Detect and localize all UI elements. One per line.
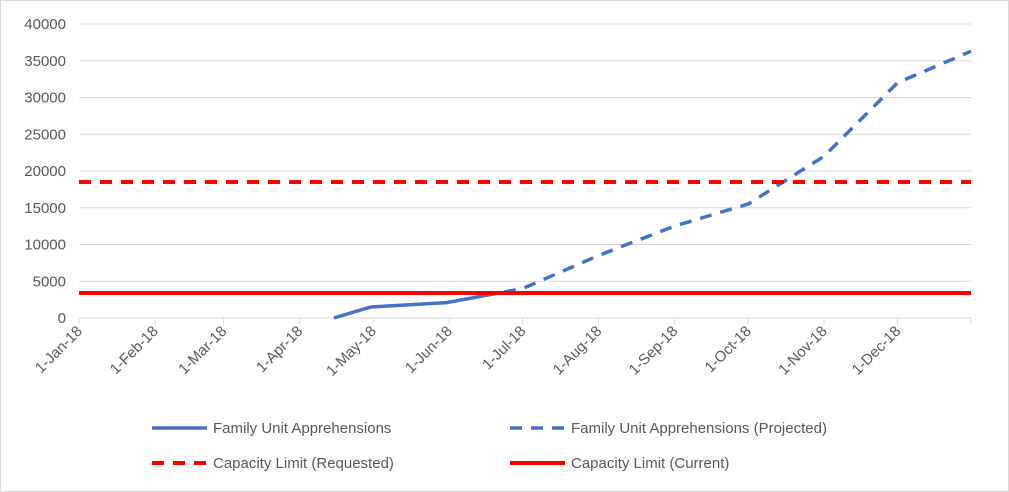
x-tick-label: 1-Aug-18 — [550, 323, 606, 379]
legend-item-family-unit-apprehensions-projected: Family Unit Apprehensions (Projected) — [510, 420, 827, 437]
x-tick-label: 1-May-18 — [323, 323, 380, 380]
legend-item-family-unit-apprehensions: Family Unit Apprehensions — [152, 420, 391, 437]
series-line-family-unit-apprehensions-projected — [482, 49, 972, 298]
x-axis-ticks: 1-Jan-18 1-Feb-18 1-Mar-18 1-Apr-18 1-May-18… — [32, 318, 972, 380]
y-tick-label: 30000 — [24, 90, 66, 107]
y-tick-label: 15000 — [24, 200, 66, 217]
legend-label: Capacity Limit (Requested) — [213, 455, 394, 472]
x-tick-label: 1-Mar-18 — [175, 323, 230, 378]
gridlines — [79, 23, 971, 282]
x-tick-label: 1-Oct-18 — [702, 323, 755, 376]
y-tick-label: 0 — [58, 310, 66, 327]
series-line-family-unit-apprehensions — [333, 294, 484, 320]
legend-label: Family Unit Apprehensions (Projected) — [571, 420, 827, 437]
legend-label: Capacity Limit (Current) — [571, 455, 729, 472]
x-tick-label: 1-Jun-18 — [402, 323, 456, 377]
legend-item-capacity-limit-current: Capacity Limit (Current) — [510, 455, 729, 472]
y-tick-label: 40000 — [24, 16, 66, 33]
x-tick-label: 1-Nov-18 — [775, 323, 831, 379]
x-tick-label: 1-Sep-18 — [626, 323, 682, 379]
y-tick-label: 10000 — [24, 237, 66, 254]
x-tick-label: 1-Jan-18 — [32, 323, 86, 377]
legend-label: Family Unit Apprehensions — [213, 420, 391, 437]
legend-item-capacity-limit-requested: Capacity Limit (Requested) — [152, 455, 394, 472]
y-tick-label: 20000 — [24, 163, 66, 180]
y-tick-label: 35000 — [24, 53, 66, 70]
y-tick-label: 25000 — [24, 126, 66, 143]
legend: Family Unit Apprehensions Family Unit App… — [152, 420, 827, 472]
series-lines — [79, 49, 972, 320]
x-tick-label: 1-Dec-18 — [849, 323, 905, 379]
y-tick-label: 5000 — [33, 273, 66, 290]
x-tick-label: 1-Feb-18 — [107, 323, 162, 378]
y-axis-ticks: 0 5000 10000 15000 20000 25000 30000 35000 40000 — [24, 16, 66, 327]
x-tick-label: 1-Apr-18 — [253, 323, 306, 376]
x-tick-label: 1-Jul-18 — [479, 323, 529, 373]
